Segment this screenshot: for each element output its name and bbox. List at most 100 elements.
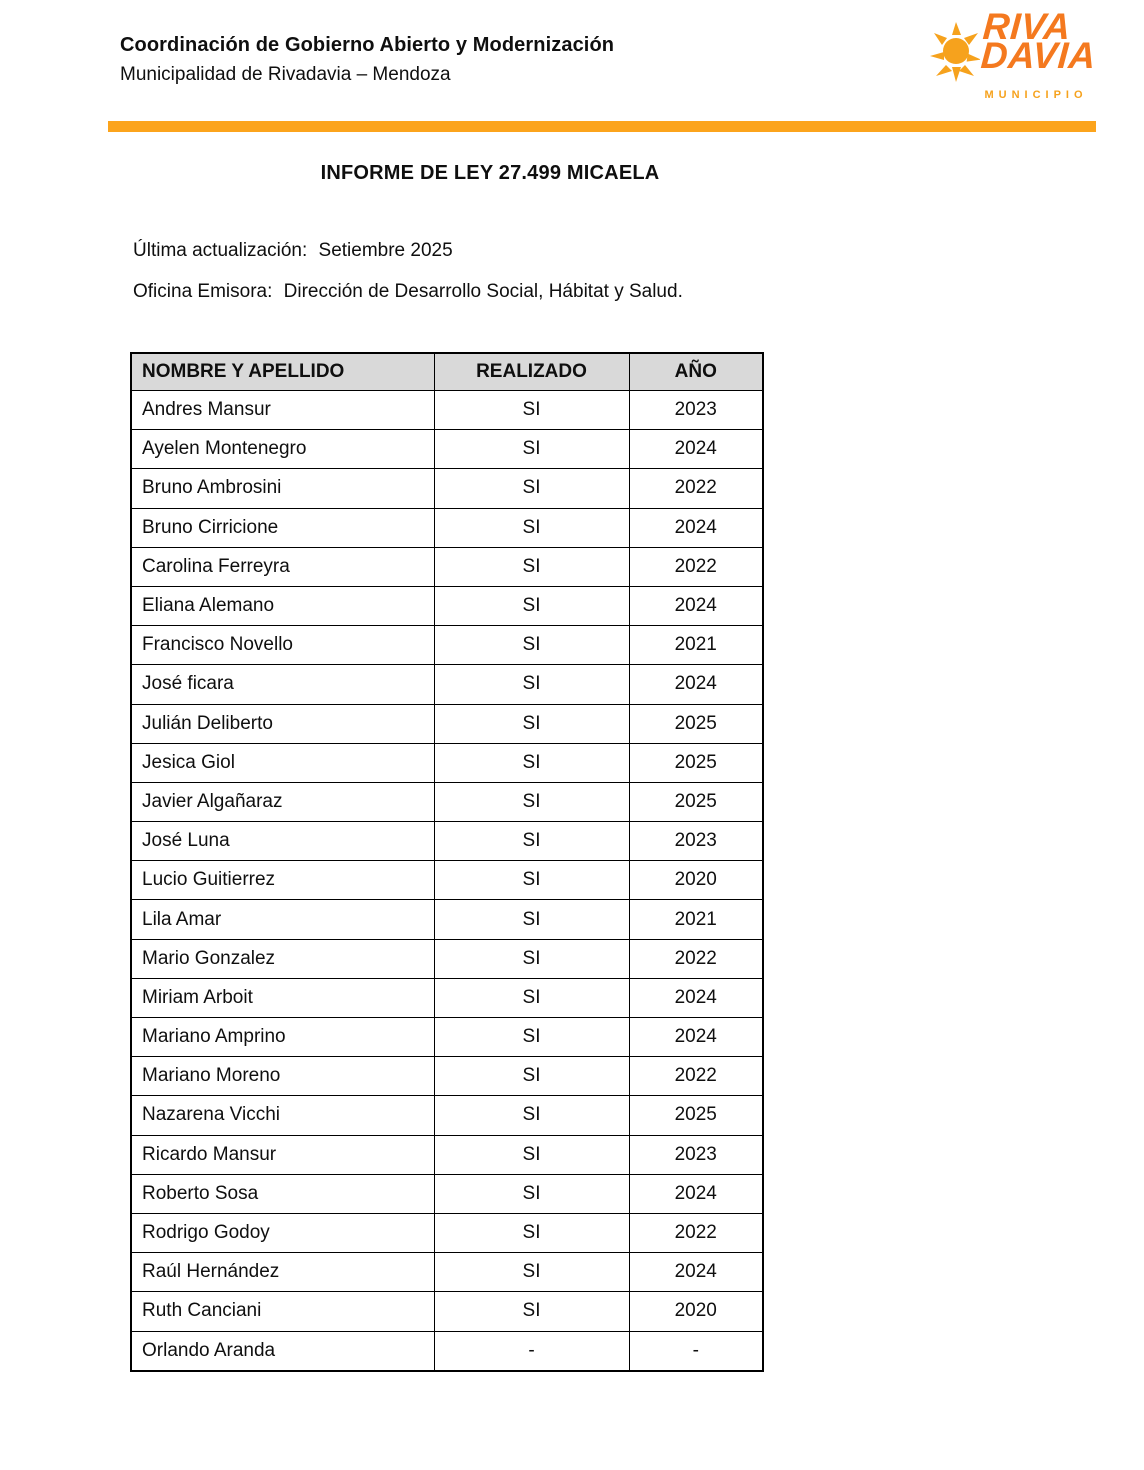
cell-nombre: Francisco Novello bbox=[130, 625, 435, 666]
cell-nombre: Rodrigo Godoy bbox=[130, 1212, 435, 1254]
cell-nombre: Mariano Amprino bbox=[130, 1016, 435, 1058]
cell-realizado: SI bbox=[433, 1291, 630, 1332]
cell-realizado: SI bbox=[433, 429, 630, 470]
cell-nombre: Mario Gonzalez bbox=[130, 938, 435, 979]
cell-nombre: Eliana Alemano bbox=[130, 585, 435, 627]
cell-realizado: SI bbox=[433, 703, 630, 744]
column-header-anio: AÑO bbox=[628, 352, 764, 391]
cell-realizado: SI bbox=[433, 781, 630, 823]
cell-realizado: SI bbox=[433, 546, 630, 587]
cell-nombre: Lucio Guitierrez bbox=[130, 860, 435, 901]
table-row: Javier Algañaraz SI 2025 bbox=[130, 781, 764, 823]
cell-anio: 2021 bbox=[628, 899, 764, 940]
cell-realizado: SI bbox=[433, 860, 630, 901]
cell-anio: 2024 bbox=[628, 977, 764, 1019]
logo-line2: DAVIA bbox=[979, 35, 1098, 76]
issuing-office-label: Oficina Emisora: bbox=[133, 281, 273, 302]
cell-realizado: SI bbox=[433, 468, 630, 509]
table-row: Ricardo Mansur SI 2023 bbox=[130, 1134, 764, 1175]
table-row: Andres Mansur SI 2023 bbox=[130, 389, 764, 431]
org-subtitle: Municipalidad de Rivadavia – Mendoza bbox=[120, 64, 451, 85]
cell-realizado: SI bbox=[433, 1056, 630, 1097]
cell-realizado: SI bbox=[433, 1173, 630, 1214]
cell-realizado: SI bbox=[433, 625, 630, 666]
org-title: Coordinación de Gobierno Abierto y Moder… bbox=[120, 34, 615, 56]
cell-nombre: Orlando Aranda bbox=[130, 1330, 435, 1372]
cell-nombre: Lila Amar bbox=[130, 899, 435, 940]
table-row: José Luna SI 2023 bbox=[130, 821, 764, 862]
table-row: Ruth Canciani SI 2020 bbox=[130, 1291, 764, 1332]
cell-nombre: Nazarena Vicchi bbox=[130, 1095, 435, 1136]
cell-anio: 2025 bbox=[628, 1095, 764, 1136]
cell-anio: 2025 bbox=[628, 742, 764, 783]
cell-anio: 2023 bbox=[628, 389, 764, 431]
cell-anio: 2023 bbox=[628, 821, 764, 862]
cell-anio: 2022 bbox=[628, 468, 764, 509]
table-row: Mariano Moreno SI 2022 bbox=[130, 1056, 764, 1097]
table-row: Rodrigo Godoy SI 2022 bbox=[130, 1212, 764, 1254]
cell-anio: 2024 bbox=[628, 585, 764, 627]
table-row: Jesica Giol SI 2025 bbox=[130, 742, 764, 783]
cell-nombre: Roberto Sosa bbox=[130, 1173, 435, 1214]
cell-realizado: SI bbox=[433, 742, 630, 783]
table-row: Orlando Aranda - - bbox=[130, 1330, 764, 1372]
cell-anio: 2022 bbox=[628, 938, 764, 979]
cell-nombre: Bruno Cirricione bbox=[130, 507, 435, 548]
table-row: Bruno Ambrosini SI 2022 bbox=[130, 468, 764, 509]
cell-nombre: Mariano Moreno bbox=[130, 1056, 435, 1097]
cell-nombre: Javier Algañaraz bbox=[130, 781, 435, 823]
cell-anio: 2022 bbox=[628, 1056, 764, 1097]
micaela-report-table: NOMBRE Y APELLIDO REALIZADO AÑO Andres M… bbox=[130, 352, 764, 1372]
logo-caption: MUNICIPIO bbox=[984, 89, 1088, 101]
table-row: Eliana Alemano SI 2024 bbox=[130, 585, 764, 627]
cell-realizado: SI bbox=[433, 977, 630, 1019]
cell-realizado: SI bbox=[433, 821, 630, 862]
table-row: Carolina Ferreyra SI 2022 bbox=[130, 546, 764, 587]
last-updated-value: Setiembre 2025 bbox=[318, 240, 453, 261]
cell-realizado: SI bbox=[433, 1252, 630, 1293]
orange-divider bbox=[108, 121, 1096, 132]
cell-nombre: José ficara bbox=[130, 664, 435, 705]
cell-nombre: Ruth Canciani bbox=[130, 1291, 435, 1332]
cell-nombre: Julián Deliberto bbox=[130, 703, 435, 744]
report-table-body: Andres Mansur SI 2023 Ayelen Montenegro … bbox=[130, 389, 764, 1372]
cell-realizado: SI bbox=[433, 1212, 630, 1254]
cell-anio: 2024 bbox=[628, 1252, 764, 1293]
report-title: INFORME DE LEY 27.499 MICAELA bbox=[320, 162, 660, 184]
cell-nombre: Jesica Giol bbox=[130, 742, 435, 783]
cell-nombre: Miriam Arboit bbox=[130, 977, 435, 1019]
table-row: Roberto Sosa SI 2024 bbox=[130, 1173, 764, 1214]
cell-anio: 2020 bbox=[628, 1291, 764, 1332]
cell-realizado: SI bbox=[433, 1016, 630, 1058]
cell-realizado: SI bbox=[433, 1134, 630, 1175]
table-row: Nazarena Vicchi SI 2025 bbox=[130, 1095, 764, 1136]
cell-nombre: Raúl Hernández bbox=[130, 1252, 435, 1293]
cell-realizado: SI bbox=[433, 664, 630, 705]
cell-anio: 2023 bbox=[628, 1134, 764, 1175]
table-row: Lila Amar SI 2021 bbox=[130, 899, 764, 940]
cell-realizado: SI bbox=[433, 938, 630, 979]
cell-anio: 2022 bbox=[628, 546, 764, 587]
table-row: Miriam Arboit SI 2024 bbox=[130, 977, 764, 1019]
cell-realizado: SI bbox=[433, 899, 630, 940]
cell-anio: 2024 bbox=[628, 1016, 764, 1058]
cell-realizado: SI bbox=[433, 507, 630, 548]
cell-anio: 2020 bbox=[628, 860, 764, 901]
cell-nombre: Ricardo Mansur bbox=[130, 1134, 435, 1175]
last-updated-label: Última actualización: bbox=[133, 240, 308, 261]
cell-nombre: Carolina Ferreyra bbox=[130, 546, 435, 587]
table-row: Bruno Cirricione SI 2024 bbox=[130, 507, 764, 548]
cell-anio: 2025 bbox=[628, 703, 764, 744]
cell-anio: 2024 bbox=[628, 1173, 764, 1214]
table-row: Julián Deliberto SI 2025 bbox=[130, 703, 764, 744]
cell-anio: 2024 bbox=[628, 507, 764, 548]
sun-icon bbox=[930, 22, 980, 82]
last-updated-line: Última actualización: Setiembre 2025 bbox=[133, 240, 453, 262]
cell-anio: - bbox=[628, 1330, 764, 1372]
cell-realizado: SI bbox=[433, 1095, 630, 1136]
cell-realizado: - bbox=[433, 1330, 630, 1372]
cell-nombre: Andres Mansur bbox=[130, 389, 435, 431]
table-row: Lucio Guitierrez SI 2020 bbox=[130, 860, 764, 901]
cell-nombre: Ayelen Montenegro bbox=[130, 429, 435, 470]
